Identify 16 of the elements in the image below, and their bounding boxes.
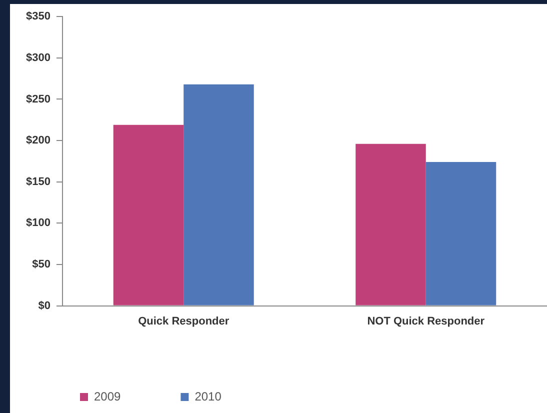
y-tick-label: $100 xyxy=(26,217,50,230)
y-tick-label: $200 xyxy=(26,134,50,147)
bar xyxy=(184,84,254,306)
bar xyxy=(426,162,496,306)
y-tick-label: $300 xyxy=(26,52,50,64)
bar xyxy=(356,144,426,306)
bar xyxy=(113,124,184,306)
x-tick-label: NOT Quick Responder xyxy=(367,315,486,328)
y-tick-label: $50 xyxy=(32,258,50,271)
x-tick-label: Quick Responder xyxy=(138,315,230,328)
legend-label: 2009 xyxy=(94,389,122,404)
legend-label: 2010 xyxy=(194,389,222,404)
y-tick-label: $150 xyxy=(26,176,50,188)
y-tick-label: $250 xyxy=(26,93,50,106)
y-tick-label: $350 xyxy=(26,10,50,23)
y-tick-label: $0 xyxy=(38,300,50,312)
